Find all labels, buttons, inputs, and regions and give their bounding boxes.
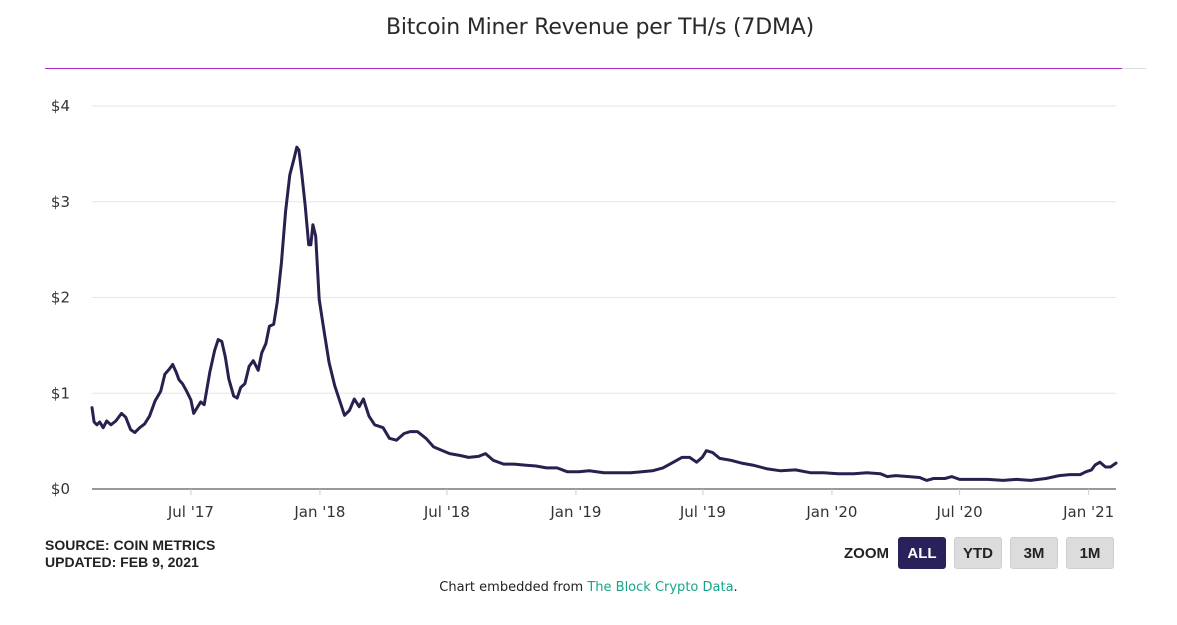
x-tick-label: Jan '18 <box>293 503 345 521</box>
x-tick-label: Jul '18 <box>423 503 470 521</box>
title-divider-extension <box>1122 68 1146 69</box>
updated-label: UPDATED: FEB 9, 2021 <box>45 554 199 570</box>
y-tick-label: $1 <box>51 384 70 402</box>
embed-suffix: . <box>733 580 738 595</box>
x-tick-label: Jul '20 <box>936 503 983 521</box>
y-tick-label: $3 <box>51 193 70 211</box>
source-label: SOURCE: COIN METRICS <box>45 537 216 553</box>
zoom-label: ZOOM <box>844 544 889 562</box>
zoom-3m-button[interactable]: 3M <box>1010 537 1058 569</box>
zoom-all-button[interactable]: ALL <box>898 537 946 569</box>
chart-title: Bitcoin Miner Revenue per TH/s (7DMA) <box>386 15 814 40</box>
embed-prefix: Chart embedded from <box>439 580 588 595</box>
zoom-controls: ZOOM ALL YTD 3M 1M <box>844 537 1114 569</box>
series-line <box>90 145 1118 482</box>
x-tick-label: Jan '21 <box>1062 503 1114 521</box>
y-tick-label: $2 <box>51 289 70 307</box>
line-chart: $0$1$2$3$4 Jul '17 Jan '18 Jul '18 Jan '19 J… <box>51 97 1118 521</box>
embed-note: Chart embedded from The Block Crypto Dat… <box>0 580 1177 595</box>
y-tick-label: $4 <box>51 97 70 115</box>
y-axis-ticks: $0 $1 $2 $3 $4 <box>51 97 70 498</box>
source-block: SOURCE: COIN METRICS UPDATED: FEB 9, 202… <box>45 537 215 571</box>
x-axis-ticks: Jul '17 Jan '18 Jul '18 Jan '19 Jul '19 Jan '… <box>167 489 1114 521</box>
zoom-1m-button[interactable]: 1M <box>1066 537 1114 569</box>
zoom-ytd-button[interactable]: YTD <box>954 537 1002 569</box>
the-block-link[interactable]: The Block Crypto Data <box>587 580 734 595</box>
x-tick-label: Jan '20 <box>805 503 857 521</box>
x-tick-label: Jul '17 <box>167 503 214 521</box>
gridlines <box>92 105 1116 394</box>
title-divider <box>45 68 1122 69</box>
x-tick-label: Jul '19 <box>679 503 726 521</box>
y-tick-label: $0 <box>51 480 70 498</box>
x-tick-label: Jan '19 <box>549 503 601 521</box>
